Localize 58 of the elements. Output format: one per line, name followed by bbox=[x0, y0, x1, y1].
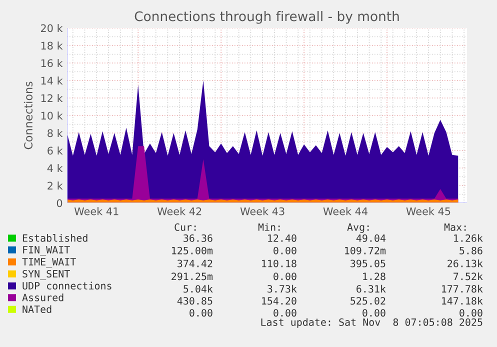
legend-label: SYN_SENT bbox=[22, 270, 70, 280]
text: 0.00 bbox=[274, 272, 296, 280]
text: Max: bbox=[444, 223, 466, 231]
text: 154.20 bbox=[262, 297, 296, 305]
y-tick-label: 16 k bbox=[41, 59, 63, 68]
legend-label: TIME_WAIT bbox=[22, 258, 76, 268]
text: Cur: bbox=[174, 223, 196, 231]
text: 430.85 bbox=[177, 297, 212, 305]
chart-title: Connections through firewall - by month bbox=[134, 11, 399, 24]
text: 291.25m bbox=[172, 272, 213, 280]
text: 1.26k bbox=[454, 234, 483, 242]
text: 26.13k bbox=[448, 260, 483, 268]
y-tick-label: 8 k bbox=[48, 129, 63, 138]
text: Avg: bbox=[347, 223, 369, 233]
text: 374.42 bbox=[178, 260, 212, 268]
legend-label: Established bbox=[22, 234, 88, 242]
text: 3.73k bbox=[268, 284, 297, 293]
text: 109.72m bbox=[345, 246, 386, 254]
legend-label: Assured bbox=[22, 294, 64, 302]
y-tick-label: 14 k bbox=[41, 76, 63, 84]
text: Min: bbox=[258, 223, 280, 231]
text: 7.52k bbox=[454, 272, 483, 280]
y-tick-label: 6 k bbox=[48, 146, 63, 155]
x-tick-label: Week 45 bbox=[406, 207, 450, 216]
text: 177.78k bbox=[442, 284, 483, 293]
x-tick-label: Week 41 bbox=[74, 207, 118, 216]
text: 395.05 bbox=[350, 260, 386, 268]
text: Last update: Sat Nov 8 07:05:08 2025 bbox=[261, 318, 482, 328]
text: 6.31k bbox=[356, 284, 386, 293]
text: 12.40 bbox=[268, 234, 296, 242]
text: 0.00 bbox=[274, 309, 296, 317]
y-tick-label: 10 k bbox=[41, 112, 63, 120]
y-axis-title: Connections bbox=[24, 82, 33, 150]
text: 0.00 bbox=[274, 246, 296, 254]
text: 36.36 bbox=[184, 234, 212, 242]
text: 1.28 bbox=[363, 272, 386, 280]
text: 0.00 bbox=[460, 309, 482, 317]
text: 125.00m bbox=[172, 246, 213, 254]
text: 110.18 bbox=[262, 260, 296, 268]
text: 0.00 bbox=[362, 309, 386, 317]
y-tick-label: 20 k bbox=[41, 24, 63, 32]
text: 147.18k bbox=[442, 296, 483, 305]
x-tick-label: Week 43 bbox=[240, 207, 284, 216]
y-tick-label: 0 bbox=[56, 199, 62, 208]
text: 525.02 bbox=[350, 297, 386, 305]
legend-label: FIN_WAIT bbox=[23, 246, 70, 256]
x-tick-label: Week 44 bbox=[323, 207, 368, 216]
text: 5.86 bbox=[460, 246, 482, 254]
text: 49.04 bbox=[356, 234, 386, 242]
y-tick-label: 12 k bbox=[41, 94, 63, 102]
y-tick-label: 2 k bbox=[48, 182, 63, 190]
x-tick-label: Week 42 bbox=[157, 207, 202, 216]
y-tick-label: 18 k bbox=[41, 42, 63, 50]
legend-label: NATed bbox=[22, 305, 52, 314]
legend-label: UDP connections bbox=[22, 282, 112, 290]
text: 0.00 bbox=[190, 309, 212, 317]
y-tick-label: 4 k bbox=[47, 164, 63, 172]
text: 5.04k bbox=[184, 284, 213, 293]
